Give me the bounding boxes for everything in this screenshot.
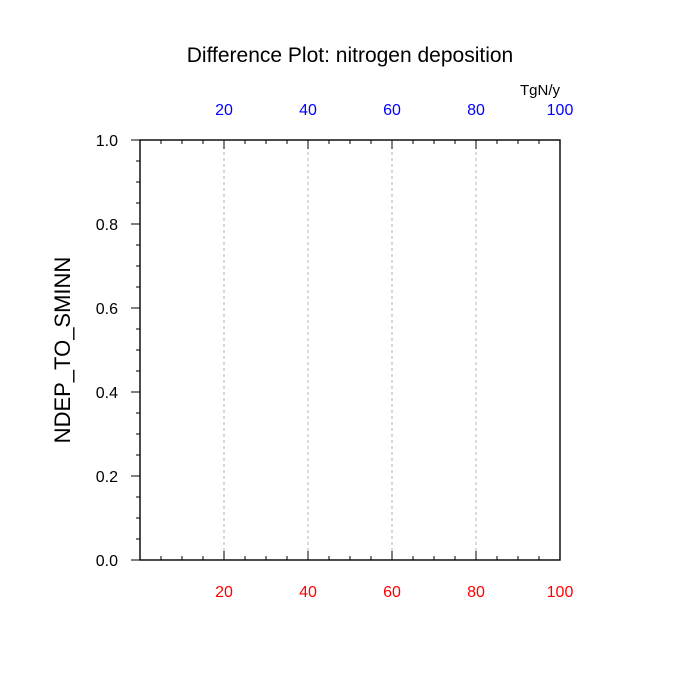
x-tick-label-bottom: 60 xyxy=(383,584,401,601)
x-tick-label-top: 20 xyxy=(215,102,233,119)
x-tick-label-bottom: 40 xyxy=(299,584,317,601)
y-tick-label: 0.2 xyxy=(96,469,118,486)
tick-labels: 20 20 40 40 60 60 80 80 100 100 0.0 0.2 0.4 0.6 0.8 1.0 xyxy=(96,102,574,601)
y-tick-label: 0.4 xyxy=(96,385,118,402)
top-axis-unit: TgN/y xyxy=(520,82,561,99)
x-tick-label-bottom: 80 xyxy=(467,584,485,601)
y-tick-label: 0.8 xyxy=(96,217,118,234)
chart-title: Difference Plot: nitrogen deposition xyxy=(187,44,513,67)
y-tick-label: 0.6 xyxy=(96,301,118,318)
x-tick-label-top: 80 xyxy=(467,102,485,119)
x-tick-label-top: 60 xyxy=(383,102,401,119)
x-tick-label-bottom: 100 xyxy=(547,584,574,601)
plot-frame xyxy=(139,139,561,561)
x-tick-label-top: 100 xyxy=(547,102,574,119)
y-tick-label: 1.0 xyxy=(96,133,118,150)
axis-ticks xyxy=(131,139,561,561)
x-tick-label-bottom: 20 xyxy=(215,584,233,601)
y-tick-label: 0.0 xyxy=(96,553,118,570)
x-tick-label-top: 40 xyxy=(299,102,317,119)
grid-lines xyxy=(223,140,477,560)
y-axis-label: NDEP_TO_SMINN xyxy=(50,257,75,444)
